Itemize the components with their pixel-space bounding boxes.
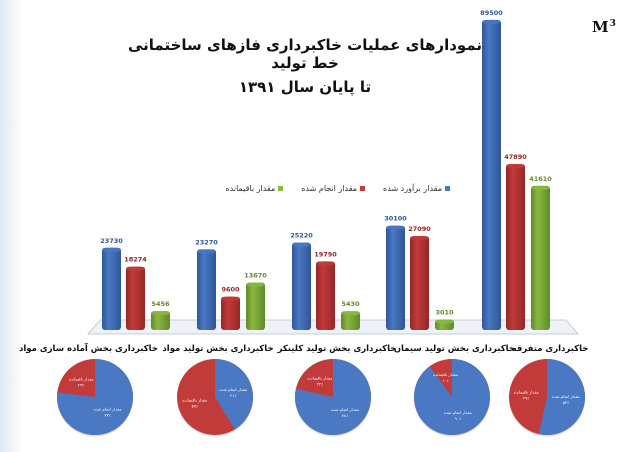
pie-label-remaining-1: مقدار باقیمانده	[182, 398, 207, 403]
bar-estimated-4	[482, 20, 501, 330]
bar-top-remaining-0	[151, 310, 170, 316]
bar-done-3	[410, 236, 429, 330]
bar-remaining-0	[151, 311, 170, 330]
pie-pct-remaining-3: ۱۰٪	[442, 378, 448, 383]
data-label-done-3: 27090	[408, 225, 431, 233]
data-label-estimated-3: 30100	[384, 215, 407, 223]
bar-remaining-4	[531, 185, 550, 330]
legend-swatch-done	[360, 185, 366, 191]
pie-pct-done-0: ۷۷٪	[104, 412, 110, 417]
bar-remaining-2	[341, 311, 360, 330]
data-label-done-0: 18274	[124, 256, 147, 264]
pie-label-remaining-4: مقدار باقیمانده	[514, 390, 539, 395]
legend-swatch-remaining	[278, 185, 284, 191]
pie-pct-done-2: ۷۸٪	[342, 413, 348, 418]
pie-label-done-3: مقدار انجام شده	[444, 410, 472, 415]
data-label-remaining-4: 41610	[529, 175, 552, 183]
pie-slice-done-0	[57, 359, 133, 436]
bar-estimated-2	[292, 242, 311, 330]
pie-label-done-4: مقدار انجام شده	[552, 394, 580, 399]
bar-top-remaining-3	[435, 319, 454, 324]
pie-pct-remaining-2: ۲۲٪	[317, 382, 323, 387]
bar-top-done-4	[506, 163, 525, 169]
pie-label-remaining-3: مقدار باقیمانده	[433, 372, 458, 377]
unit-base: M	[592, 18, 609, 36]
category-label-misc: خاکبرداری متفرقه	[511, 344, 589, 354]
bar-estimated-1	[197, 249, 216, 330]
pie-slice-done-3	[414, 359, 490, 436]
bar-top-remaining-4	[531, 185, 550, 191]
data-label-estimated-1: 23270	[195, 238, 218, 246]
bar-top-done-1	[221, 296, 240, 301]
chart-title: نمودارهای عملیات خاکبرداری فازهای ساختما…	[127, 36, 483, 72]
data-label-done-1: 9600	[221, 286, 240, 294]
chart-subtitle: تا پایان سال ۱۳۹۱	[238, 78, 372, 96]
bar-top-estimated-4	[482, 19, 501, 25]
pie-slice-done-2	[295, 359, 372, 435]
bar-done-4	[506, 164, 525, 330]
bar-top-done-0	[126, 266, 145, 271]
bar-top-remaining-2	[341, 310, 360, 316]
data-label-done-2: 19790	[314, 250, 337, 258]
data-label-remaining-0: 5456	[151, 300, 170, 308]
bar-remaining-1	[246, 282, 265, 330]
legend-label-remaining: مقدار باقیمانده	[225, 183, 276, 193]
legend-item-done: مقدار انجام شده	[301, 181, 366, 195]
category-label-prep: خاکبرداری بخش آماده سازی مواد	[19, 344, 158, 354]
bar-top-estimated-2	[292, 242, 311, 247]
bar-top-remaining-1	[246, 282, 265, 287]
bar-estimated-0	[102, 247, 121, 330]
pie-label-done-2: مقدار انجام شده	[331, 407, 359, 412]
data-label-estimated-4: 89500	[480, 9, 503, 17]
pie-pct-done-4: ۵۳٪	[563, 400, 569, 405]
data-label-done-4: 47890	[504, 153, 527, 161]
unit-exponent: 3	[609, 19, 616, 29]
bar-estimated-3	[386, 225, 405, 330]
legend-label-estimated: مقدار برآورد شده	[383, 183, 442, 193]
bar-done-1	[221, 296, 240, 330]
pie-label-remaining-2: مقدار باقیمانده	[307, 376, 332, 381]
bar-top-done-3	[410, 235, 429, 241]
legend-label-done: مقدار انجام شده	[301, 183, 358, 193]
bar-done-2	[316, 261, 335, 330]
pie-slice-done-4	[538, 359, 585, 436]
pie-slice-done-1	[215, 359, 253, 430]
pie-pct-done-3: ۹۰٪	[455, 416, 461, 421]
data-label-remaining-1: 13670	[244, 272, 267, 280]
data-label-estimated-2: 25220	[290, 232, 313, 240]
legend: مقدار برآورد شده مقدار انجام شده مقدار ب…	[180, 181, 450, 195]
legend-swatch-estimated	[445, 185, 450, 191]
pie-pct-done-1: ۴۱٪	[230, 393, 236, 398]
legend-item-remaining: مقدار باقیمانده	[225, 181, 284, 195]
bar-top-done-2	[316, 261, 335, 266]
bar-top-estimated-3	[386, 225, 405, 230]
category-label-cement: خاکبرداری بخش تولید سیمان	[393, 344, 515, 354]
category-label-clinker: خاکبرداری بخش تولید کلینکر	[277, 344, 397, 354]
category-label-raw-mill: خاکبرداری بخش تولید مواد	[162, 344, 274, 354]
data-label-estimated-0: 23730	[100, 237, 123, 245]
data-label-remaining-3: 3010	[435, 309, 454, 317]
pie-pct-remaining-4: ۴۷٪	[523, 396, 529, 401]
data-label-remaining-2: 5430	[341, 300, 360, 308]
bar-top-estimated-1	[197, 249, 216, 254]
pie-pct-remaining-1: ۵۹٪	[192, 404, 198, 409]
legend-item-estimated: مقدار برآورد شده	[383, 181, 450, 195]
pie-label-remaining-0: مقدار باقیمانده	[69, 376, 94, 381]
pie-label-done-1: مقدار انجام شده	[219, 387, 247, 392]
unit-label: M3	[592, 18, 616, 36]
pie-pct-remaining-0: ۲۳٪	[78, 382, 84, 387]
bar-top-estimated-0	[102, 247, 121, 253]
bar-done-0	[126, 266, 145, 330]
pie-label-done-0: مقدار انجام شده	[94, 406, 122, 411]
